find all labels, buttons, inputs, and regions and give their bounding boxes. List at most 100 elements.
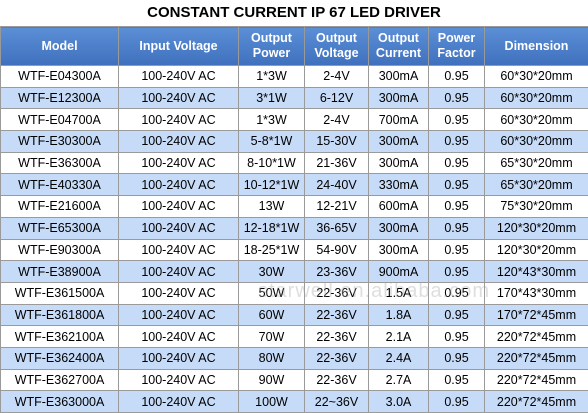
header-cell: Output Voltage bbox=[304, 26, 369, 66]
table-cell: 54-90V bbox=[304, 238, 369, 262]
table-cell: 70W bbox=[238, 325, 305, 348]
table-cell: WTF-E90300A bbox=[0, 238, 119, 262]
table-cell: 300mA bbox=[368, 86, 429, 110]
table-cell: 0.95 bbox=[428, 303, 485, 327]
table-cell: 300mA bbox=[368, 65, 429, 88]
table-row: WTF-E40330A 100-240V AC 10-12*1W 24-40V 330m… bbox=[0, 173, 588, 197]
table-cell: 2.1A bbox=[368, 325, 429, 348]
table-cell: 22-36V bbox=[304, 368, 369, 392]
table-cell: 36-65V bbox=[304, 216, 369, 240]
table-cell: 2.4A bbox=[368, 346, 429, 370]
table-cell: 100-240V AC bbox=[118, 303, 239, 327]
table-cell: 600mA bbox=[368, 195, 429, 218]
table-cell: 170*43*30mm bbox=[484, 281, 588, 305]
table-row: WTF-E361500A 100-240V AC 50W 22-36V 1.5A 0.95… bbox=[0, 281, 588, 305]
table-cell: 65*30*20mm bbox=[484, 173, 588, 197]
table-cell: 23-36V bbox=[304, 260, 369, 283]
table-cell: 22-36V bbox=[304, 325, 369, 348]
table-cell: 700mA bbox=[368, 108, 429, 132]
table-cell: 2-4V bbox=[304, 108, 369, 132]
table-cell: 0.95 bbox=[428, 65, 485, 88]
table-cell: 13W bbox=[238, 195, 305, 218]
table-cell: 120*30*20mm bbox=[484, 216, 588, 240]
table-row: WTF-E38900A 100-240V AC 30W 23-36V 900mA 0.95… bbox=[0, 260, 588, 283]
table-cell: 60*30*20mm bbox=[484, 108, 588, 132]
table-cell: 24-40V bbox=[304, 173, 369, 197]
table-cell: 0.95 bbox=[428, 281, 485, 305]
table-cell: 220*72*45mm bbox=[484, 368, 588, 392]
table-row: WTF-E36300A 100-240V AC 8-10*1W 21-36V 300mA… bbox=[0, 151, 588, 175]
table-cell: 75*30*20mm bbox=[484, 195, 588, 218]
table-cell: 120*43*30mm bbox=[484, 260, 588, 283]
table-cell: 100-240V AC bbox=[118, 151, 239, 175]
table-row: WTF-E21600A 100-240V AC 13W 12-21V 600mA 0.95… bbox=[0, 195, 588, 218]
header-cell: Output Current bbox=[368, 26, 429, 66]
table-cell: 65*30*20mm bbox=[484, 151, 588, 175]
table-cell: 21-36V bbox=[304, 151, 369, 175]
table-title: CONSTANT CURRENT IP 67 LED DRIVER bbox=[147, 4, 441, 21]
table-cell: 100-240V AC bbox=[118, 130, 239, 153]
table-cell: 0.95 bbox=[428, 151, 485, 175]
table-cell: 100-240V AC bbox=[118, 108, 239, 132]
table-cell: WTF-E362100A bbox=[0, 325, 119, 348]
spec-table: Model Input Voltage Output Power Output Vol… bbox=[0, 26, 588, 413]
table-cell: 120*30*20mm bbox=[484, 238, 588, 262]
table-cell: 220*72*45mm bbox=[484, 325, 588, 348]
table-cell: 300mA bbox=[368, 130, 429, 153]
table-cell: 0.95 bbox=[428, 368, 485, 392]
table-row: WTF-E361800A 100-240V AC 60W 22-36V 1.8A 0.95… bbox=[0, 303, 588, 327]
table-cell: 22~36V bbox=[304, 390, 369, 413]
table-cell: 1.5A bbox=[368, 281, 429, 305]
table-row: WTF-E362700A 100-240V AC 90W 22-36V 2.7A 0.95… bbox=[0, 368, 588, 392]
table-cell: WTF-E12300A bbox=[0, 86, 119, 110]
table-cell: 0.95 bbox=[428, 325, 485, 348]
table-cell: 1*3W bbox=[238, 108, 305, 132]
table-cell: 300mA bbox=[368, 238, 429, 262]
table-cell: 22-36V bbox=[304, 281, 369, 305]
table-cell: 2.7A bbox=[368, 368, 429, 392]
table-body: WTF-E04300A 100-240V AC 1*3W 2-4V 300mA 0.95 6… bbox=[0, 65, 588, 413]
table-cell: WTF-E21600A bbox=[0, 195, 119, 218]
table-cell: 100W bbox=[238, 390, 305, 413]
table-cell: 50W bbox=[238, 281, 305, 305]
table-cell: WTF-E38900A bbox=[0, 260, 119, 283]
table-cell: 220*72*45mm bbox=[484, 346, 588, 370]
table-cell: 0.95 bbox=[428, 390, 485, 413]
table-cell: WTF-E30300A bbox=[0, 130, 119, 153]
table-cell: 60*30*20mm bbox=[484, 86, 588, 110]
table-cell: 90W bbox=[238, 368, 305, 392]
table-cell: WTF-E40330A bbox=[0, 173, 119, 197]
table-row: WTF-E30300A 100-240V AC 5-8*1W 15-30V 300mA 0… bbox=[0, 130, 588, 153]
table-cell: WTF-E04700A bbox=[0, 108, 119, 132]
table-cell: WTF-E362400A bbox=[0, 346, 119, 370]
table-cell: 100-240V AC bbox=[118, 86, 239, 110]
table-cell: 1*3W bbox=[238, 65, 305, 88]
table-cell: 100-240V AC bbox=[118, 238, 239, 262]
table-cell: 300mA bbox=[368, 216, 429, 240]
header-row: Model Input Voltage Output Power Output Vol… bbox=[0, 26, 588, 66]
table-cell: 300mA bbox=[368, 151, 429, 175]
table-row: WTF-E65300A 100-240V AC 12-18*1W 36-65V 300m… bbox=[0, 216, 588, 240]
table-cell: 100-240V AC bbox=[118, 346, 239, 370]
table-row: WTF-E12300A 100-240V AC 3*1W 6-12V 300mA 0.95… bbox=[0, 86, 588, 110]
table-cell: WTF-E361800A bbox=[0, 303, 119, 327]
table-cell: 900mA bbox=[368, 260, 429, 283]
table-cell: 2-4V bbox=[304, 65, 369, 88]
table-cell: 1.8A bbox=[368, 303, 429, 327]
table-cell: 60W bbox=[238, 303, 305, 327]
table-row: WTF-E362100A 100-240V AC 70W 22-36V 2.1A 0.95… bbox=[0, 325, 588, 348]
table-cell: WTF-E361500A bbox=[0, 281, 119, 305]
table-cell: 0.95 bbox=[428, 260, 485, 283]
table-cell: 12-21V bbox=[304, 195, 369, 218]
table-cell: 80W bbox=[238, 346, 305, 370]
table-cell: 22-36V bbox=[304, 346, 369, 370]
header-cell: Input Voltage bbox=[118, 26, 239, 66]
table-cell: 100-240V AC bbox=[118, 65, 239, 88]
table-cell: 0.95 bbox=[428, 216, 485, 240]
table-cell: 100-240V AC bbox=[118, 368, 239, 392]
header-cell: Power Factor bbox=[428, 26, 485, 66]
table-cell: 170*72*45mm bbox=[484, 303, 588, 327]
table-row: WTF-E90300A 100-240V AC 18-25*1W 54-90V 300m… bbox=[0, 238, 588, 262]
table-cell: 100-240V AC bbox=[118, 281, 239, 305]
